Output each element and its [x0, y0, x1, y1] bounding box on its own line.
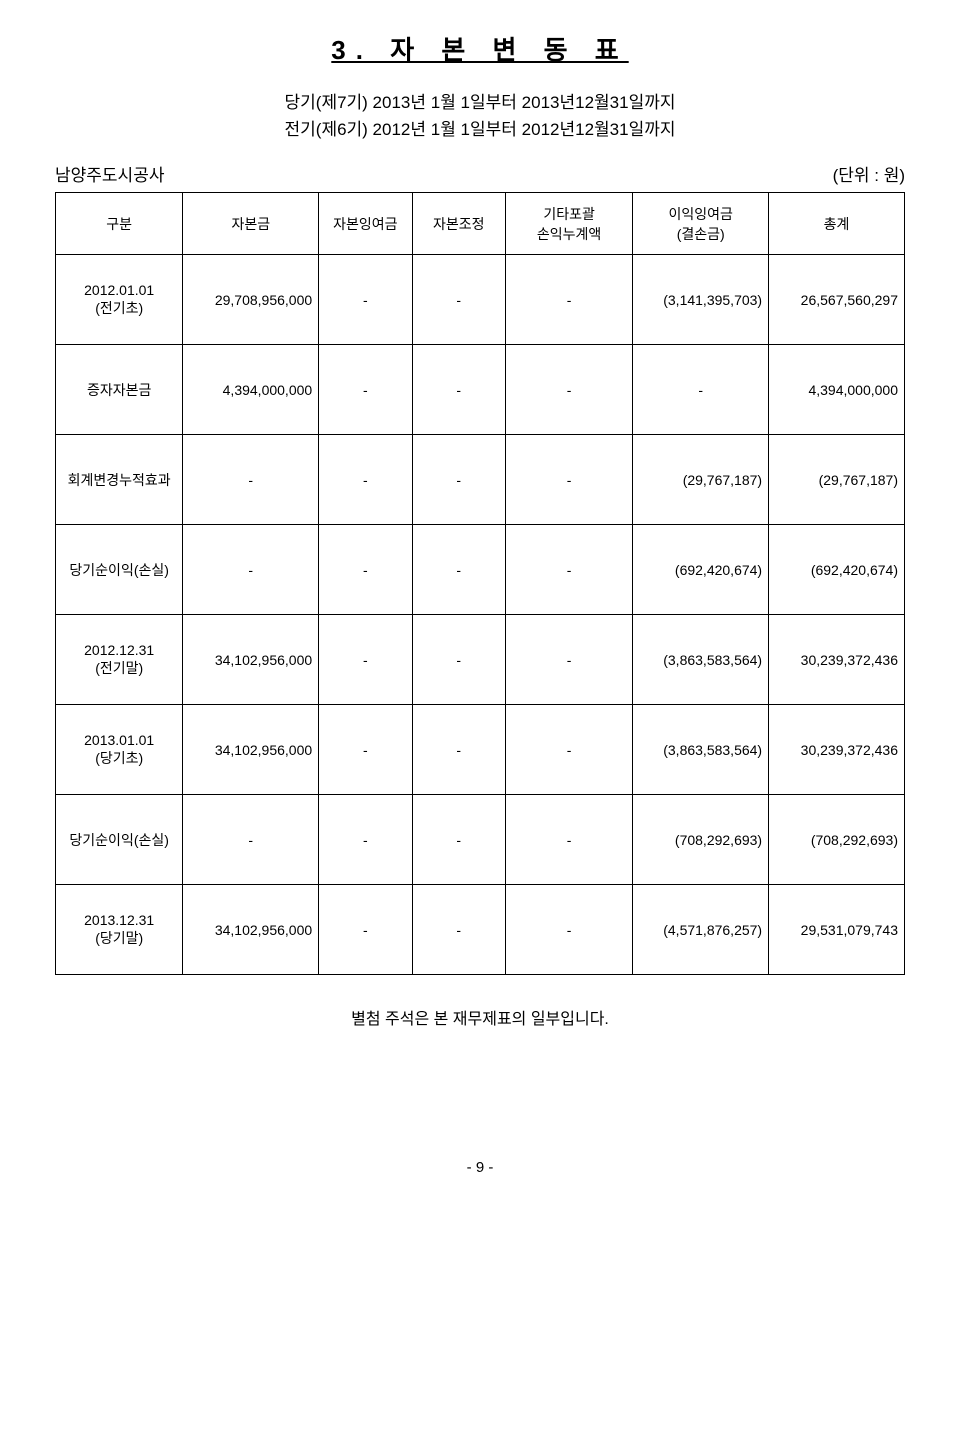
- table-body: 2012.01.01(전기초)29,708,956,000---(3,141,3…: [56, 255, 905, 975]
- cell-value: (692,420,674): [769, 525, 905, 615]
- col-header: 자본잉여금: [319, 193, 412, 255]
- row-label: 2012.01.01(전기초): [56, 255, 183, 345]
- cell-value: (708,292,693): [769, 795, 905, 885]
- cell-value: (3,863,583,564): [633, 615, 769, 705]
- cell-value: -: [505, 345, 632, 435]
- cell-value: 30,239,372,436: [769, 615, 905, 705]
- col-header: 자본조정: [412, 193, 505, 255]
- row-label: 당기순이익(손실): [56, 795, 183, 885]
- cell-value: -: [505, 885, 632, 975]
- period-current: 당기(제7기) 2013년 1월 1일부터 2013년12월31일까지: [55, 89, 905, 116]
- row-label: 2013.01.01(당기초): [56, 705, 183, 795]
- cell-value: -: [412, 525, 505, 615]
- table-row: 당기순이익(손실)----(692,420,674)(692,420,674): [56, 525, 905, 615]
- cell-value: (29,767,187): [633, 435, 769, 525]
- cell-value: -: [505, 705, 632, 795]
- cell-value: (4,571,876,257): [633, 885, 769, 975]
- cell-value: (29,767,187): [769, 435, 905, 525]
- cell-value: (3,141,395,703): [633, 255, 769, 345]
- col-header: 구분: [56, 193, 183, 255]
- cell-value: 29,708,956,000: [183, 255, 319, 345]
- cell-value: -: [319, 885, 412, 975]
- cell-value: -: [319, 255, 412, 345]
- cell-value: -: [505, 255, 632, 345]
- cell-value: (692,420,674): [633, 525, 769, 615]
- col-header: 총계: [769, 193, 905, 255]
- cell-value: -: [319, 435, 412, 525]
- cell-value: 4,394,000,000: [769, 345, 905, 435]
- table-head-row: 구분 자본금 자본잉여금 자본조정 기타포괄손익누계액 이익잉여금(결손금) 총…: [56, 193, 905, 255]
- cell-value: 26,567,560,297: [769, 255, 905, 345]
- col-header: 자본금: [183, 193, 319, 255]
- cell-value: -: [412, 255, 505, 345]
- period-prior: 전기(제6기) 2012년 1월 1일부터 2012년12월31일까지: [55, 116, 905, 143]
- row-label: 증자자본금: [56, 345, 183, 435]
- table-header-meta: 남양주도시공사 (단위 : 원): [55, 161, 905, 186]
- table-row: 2013.01.01(당기초)34,102,956,000---(3,863,5…: [56, 705, 905, 795]
- cell-value: -: [183, 525, 319, 615]
- cell-value: (708,292,693): [633, 795, 769, 885]
- cell-value: 34,102,956,000: [183, 615, 319, 705]
- company-name: 남양주도시공사: [55, 161, 164, 186]
- period-block: 당기(제7기) 2013년 1월 1일부터 2013년12월31일까지 전기(제…: [55, 89, 905, 143]
- cell-value: 34,102,956,000: [183, 705, 319, 795]
- cell-value: -: [633, 345, 769, 435]
- page-number: - 9 -: [55, 1159, 905, 1176]
- footnote-text: 별첨 주석은 본 재무제표의 일부입니다.: [55, 1005, 905, 1029]
- col-header: 이익잉여금(결손금): [633, 193, 769, 255]
- cell-value: -: [319, 795, 412, 885]
- table-row: 회계변경누적효과----(29,767,187)(29,767,187): [56, 435, 905, 525]
- unit-label: (단위 : 원): [833, 161, 905, 186]
- table-row: 2012.12.31(전기말)34,102,956,000---(3,863,5…: [56, 615, 905, 705]
- cell-value: -: [412, 885, 505, 975]
- cell-value: -: [505, 795, 632, 885]
- cell-value: -: [183, 795, 319, 885]
- cell-value: -: [412, 435, 505, 525]
- table-row: 당기순이익(손실)----(708,292,693)(708,292,693): [56, 795, 905, 885]
- table-row: 증자자본금4,394,000,000----4,394,000,000: [56, 345, 905, 435]
- cell-value: 30,239,372,436: [769, 705, 905, 795]
- cell-value: -: [319, 525, 412, 615]
- cell-value: -: [412, 705, 505, 795]
- row-label: 2012.12.31(전기말): [56, 615, 183, 705]
- table-row: 2012.01.01(전기초)29,708,956,000---(3,141,3…: [56, 255, 905, 345]
- cell-value: (3,863,583,564): [633, 705, 769, 795]
- cell-value: 4,394,000,000: [183, 345, 319, 435]
- cell-value: -: [412, 345, 505, 435]
- cell-value: -: [319, 705, 412, 795]
- cell-value: -: [505, 435, 632, 525]
- table-row: 2013.12.31(당기말)34,102,956,000---(4,571,8…: [56, 885, 905, 975]
- col-header: 기타포괄손익누계액: [505, 193, 632, 255]
- row-label: 회계변경누적효과: [56, 435, 183, 525]
- cell-value: -: [183, 435, 319, 525]
- cell-value: -: [505, 615, 632, 705]
- cell-value: -: [412, 795, 505, 885]
- row-label: 당기순이익(손실): [56, 525, 183, 615]
- cell-value: -: [505, 525, 632, 615]
- row-label: 2013.12.31(당기말): [56, 885, 183, 975]
- page-title: 3. 자 본 변 동 표: [55, 30, 905, 67]
- cell-value: -: [412, 615, 505, 705]
- cell-value: -: [319, 615, 412, 705]
- equity-change-table: 구분 자본금 자본잉여금 자본조정 기타포괄손익누계액 이익잉여금(결손금) 총…: [55, 192, 905, 975]
- cell-value: 34,102,956,000: [183, 885, 319, 975]
- cell-value: -: [319, 345, 412, 435]
- cell-value: 29,531,079,743: [769, 885, 905, 975]
